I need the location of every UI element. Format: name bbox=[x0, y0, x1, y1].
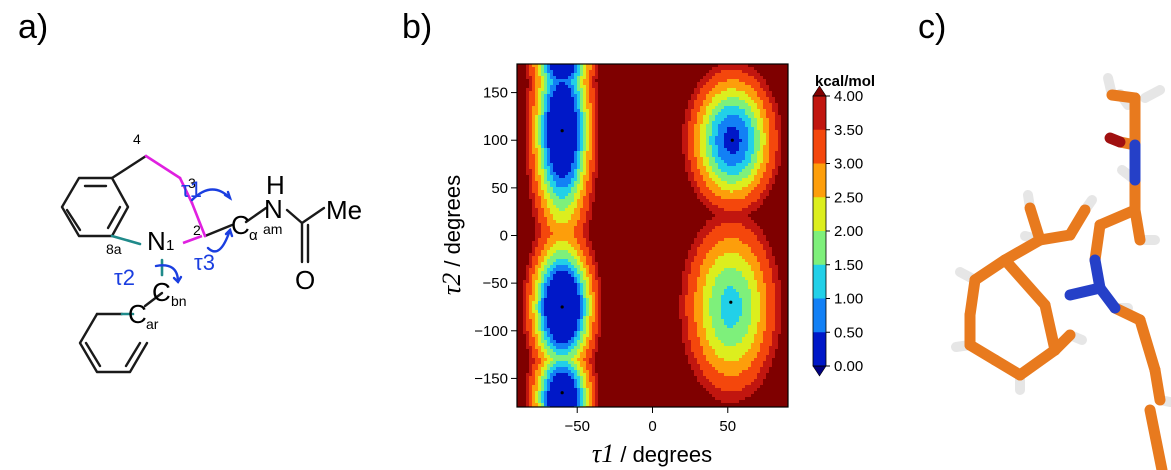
molecule-structure: N 1 2 3 4 8a C α N am H O Me C bn C ar τ… bbox=[60, 131, 362, 374]
colorbar-tick-label: 3.50 bbox=[834, 122, 863, 139]
colorbar-bottom-extension bbox=[812, 365, 827, 377]
atom-car: C bbox=[128, 299, 147, 329]
colorbar-title: kcal/mol bbox=[815, 73, 875, 90]
torsion-t2-label: τ2 bbox=[114, 265, 135, 290]
x-tick-label: −50 bbox=[564, 418, 589, 435]
y-tick-label: 100 bbox=[483, 132, 508, 149]
atom-c8a-number: 8a bbox=[106, 241, 122, 257]
minimum-point-3 bbox=[730, 138, 734, 142]
benzyl-ring bbox=[78, 312, 149, 374]
atom-n1-number: 1 bbox=[166, 237, 174, 254]
minimum-point-2 bbox=[560, 391, 564, 395]
y-tick-label: 50 bbox=[491, 180, 508, 197]
atom-me: Me bbox=[326, 195, 362, 225]
atom-c2-number: 2 bbox=[193, 222, 201, 238]
y-tick-label: −150 bbox=[474, 370, 508, 387]
contour-area bbox=[517, 64, 788, 407]
colorbar-tick-label: 3.00 bbox=[834, 156, 863, 173]
y-tick-label: 150 bbox=[483, 85, 508, 102]
y-tick-label: −50 bbox=[483, 275, 508, 292]
x-tick-label: 0 bbox=[648, 418, 656, 435]
atom-c4-number: 4 bbox=[133, 131, 141, 147]
colorbar-segment bbox=[813, 163, 826, 198]
colorbar-segment bbox=[813, 197, 826, 232]
colorbar: 4.00 3.50 3.00 2.50 2.00 1.50 1.00 0.50 0.00 bbox=[812, 85, 863, 377]
colorbar-tick-label: 1.00 bbox=[834, 291, 863, 308]
atom-nam: N bbox=[264, 194, 283, 224]
minimum-point-0 bbox=[560, 129, 564, 133]
colorbar-tick-label: 1.50 bbox=[834, 257, 863, 274]
colorbar-tick-label: 0.50 bbox=[834, 324, 863, 341]
panel-label-b: b) bbox=[402, 8, 433, 46]
atom-car-subscript: ar bbox=[146, 316, 159, 332]
minimum-point-1 bbox=[560, 305, 564, 309]
atom-cbn-subscript: bn bbox=[171, 293, 187, 309]
y-axis-label: τ2 / degrees bbox=[437, 175, 466, 295]
y-tick-label: 0 bbox=[500, 228, 508, 245]
colorbar-tick-label: 2.50 bbox=[834, 189, 863, 206]
panel-label-c: c) bbox=[918, 8, 947, 46]
minimum-point-4 bbox=[729, 300, 733, 304]
torsion-t3-label: τ3 bbox=[194, 250, 215, 275]
colorbar-segment bbox=[813, 129, 826, 164]
atom-cbn: C bbox=[152, 277, 171, 307]
colorbar-segment bbox=[813, 231, 826, 266]
y-tick-label: −100 bbox=[474, 323, 508, 340]
colorbar-segment bbox=[813, 332, 826, 367]
colorbar-tick-label: 2.00 bbox=[834, 223, 863, 240]
x-tick-label: 50 bbox=[719, 418, 736, 435]
colorbar-tick-label: 4.00 bbox=[834, 88, 863, 105]
x-axis-label: τ1 / degrees bbox=[592, 439, 712, 468]
atom-nam-subscript: am bbox=[263, 221, 282, 237]
torsion-t1-label: τ1 bbox=[181, 177, 202, 202]
panel-label-a: a) bbox=[18, 8, 49, 46]
atom-c3-number: 3 bbox=[188, 175, 196, 191]
colorbar-tick-label: 0.00 bbox=[834, 358, 863, 375]
structure-3d bbox=[951, 73, 1171, 470]
colorbar-segment bbox=[813, 298, 826, 333]
atom-ca: C bbox=[231, 210, 250, 240]
atom-h: H bbox=[266, 170, 285, 200]
colorbar-segment bbox=[813, 96, 826, 131]
atom-o: O bbox=[295, 265, 315, 295]
atom-ca-subscript: α bbox=[249, 227, 258, 244]
colorbar-segment bbox=[813, 264, 826, 299]
atom-n1: N bbox=[147, 226, 166, 256]
